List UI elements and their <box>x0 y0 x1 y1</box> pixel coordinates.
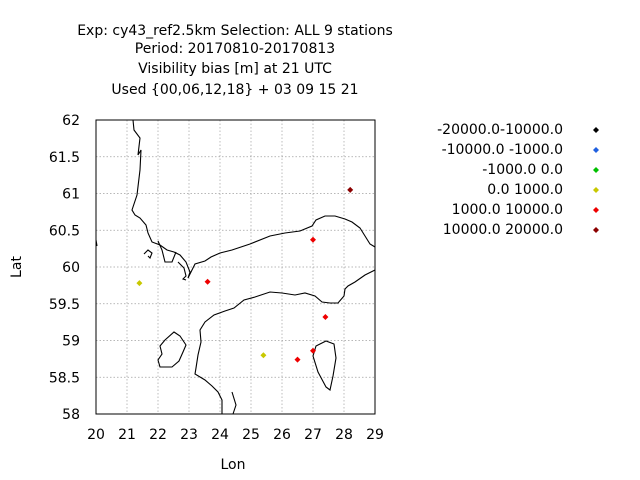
legend-marker <box>593 227 599 233</box>
chart-title-block: Exp: cy43_ref2.5km Selection: ALL 9 stat… <box>77 23 393 98</box>
legend-label: -1000.0 0.0 <box>482 162 563 178</box>
data-point <box>204 278 211 285</box>
y-tick-label: 60 <box>62 260 80 276</box>
title-line-2: Period: 20170810-20170813 <box>135 41 335 57</box>
x-tick-label: 29 <box>366 427 384 443</box>
data-point <box>322 313 329 320</box>
legend-marker <box>593 127 599 133</box>
y-tick-label: 59 <box>62 334 80 350</box>
title-line-1: Exp: cy43_ref2.5km Selection: ALL 9 stat… <box>77 23 393 39</box>
data-point <box>136 280 143 287</box>
title-line-3: Visibility bias [m] at 21 UTC <box>138 61 332 77</box>
y-tick-label: 58.5 <box>49 370 80 386</box>
y-tick-label: 59.5 <box>49 297 80 313</box>
y-tick-label: 61 <box>62 187 80 203</box>
data-point <box>310 347 316 354</box>
legend-label: -20000.0-10000.0 <box>437 122 563 138</box>
data-points <box>136 186 354 363</box>
legend-marker <box>593 167 599 173</box>
x-tick-label: 24 <box>211 427 229 443</box>
plot-frame <box>95 119 376 415</box>
legend-marker <box>593 147 599 153</box>
x-tick-label: 22 <box>149 427 167 443</box>
data-point <box>347 186 354 193</box>
legend-label: 1000.0 10000.0 <box>452 202 563 218</box>
y-tick-label: 58 <box>62 407 80 423</box>
y-axis-label: Lat <box>9 256 25 278</box>
title-line-4: Used {00,06,12,18} + 03 09 15 21 <box>111 82 358 98</box>
legend-label: -10000.0 -1000.0 <box>442 142 563 158</box>
data-point <box>310 236 316 243</box>
x-tick-label: 26 <box>273 427 291 443</box>
x-tick-labels: 20 21 22 23 24 25 26 27 28 29 <box>87 427 384 443</box>
x-tick-label: 27 <box>304 427 322 443</box>
y-tick-label: 61.5 <box>49 150 80 166</box>
y-tick-label: 62 <box>62 113 80 129</box>
legend-marker <box>593 207 599 213</box>
grid <box>95 119 376 415</box>
legend: -20000.0-10000.0 -10000.0 -1000.0 -1000.0 … <box>437 122 599 238</box>
y-tick-labels: 58 58.5 59 59.5 60 60.5 61 61.5 62 <box>49 113 80 423</box>
data-point <box>260 352 267 359</box>
legend-label: 0.0 1000.0 <box>487 182 563 198</box>
x-tick-label: 23 <box>180 427 198 443</box>
x-tick-label: 28 <box>335 427 353 443</box>
x-axis-label: Lon <box>221 457 246 473</box>
x-tick-label: 25 <box>242 427 260 443</box>
x-tick-label: 21 <box>118 427 136 443</box>
legend-marker <box>593 187 599 193</box>
coastline <box>95 119 376 415</box>
y-tick-label: 60.5 <box>49 223 80 239</box>
legend-label: 10000.0 20000.0 <box>443 222 563 238</box>
data-point <box>294 356 301 363</box>
x-tick-label: 20 <box>87 427 105 443</box>
